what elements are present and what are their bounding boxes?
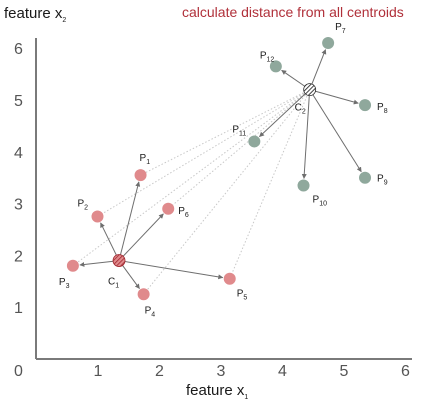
x-tick-2: 2 [155, 363, 164, 380]
point-P3 [66, 259, 79, 272]
y-tick-4: 4 [14, 145, 23, 162]
label-P1: P1 [140, 153, 151, 166]
label-P2: P2 [78, 199, 89, 212]
x-tick-5: 5 [340, 363, 349, 380]
point-P10 [297, 179, 310, 192]
arrow-C2-P10 [301, 89, 311, 179]
arrow-C1-P6 [118, 213, 164, 261]
arrow-C1-P2 [100, 222, 120, 261]
point-P8 [359, 99, 372, 112]
assignment-arrows [79, 49, 362, 290]
label-P10: P10 [313, 194, 328, 207]
point-P12 [269, 60, 282, 73]
arrow-C2-P8 [309, 89, 359, 105]
y-tick-1: 1 [14, 300, 23, 317]
centroid-C2 [303, 83, 317, 97]
label-P4: P4 [145, 305, 156, 318]
distance-lines-to-c2 [72, 89, 311, 295]
arrow-C1-P5 [118, 260, 224, 280]
label-P11: P11 [232, 124, 246, 137]
y-tick-5: 5 [14, 93, 23, 110]
distance-line-C2-P2 [97, 89, 310, 217]
distance-line-C2-P4 [143, 89, 311, 295]
data-points [66, 37, 372, 301]
distance-line-C2-P6 [167, 89, 310, 210]
arrow-C1-P1 [118, 181, 141, 261]
point-P6 [162, 202, 175, 215]
label-C1: C1 [108, 277, 119, 290]
x-tick-4: 4 [278, 363, 287, 380]
centroids [112, 83, 317, 267]
arrow-C2-P9 [309, 89, 362, 173]
label-P7: P7 [335, 22, 346, 35]
centroid-C1 [112, 254, 126, 267]
x-tick-0: 0 [14, 363, 23, 380]
caption: calculate distance from all centroids [182, 4, 404, 20]
label-P9: P9 [377, 174, 388, 187]
y-axis-title: feature x2 [4, 5, 66, 24]
x-tick-3: 3 [217, 363, 226, 380]
distance-line-C2-P3 [72, 89, 310, 267]
point-P1 [134, 169, 147, 182]
label-C2: C2 [295, 103, 306, 116]
arrow-C2-P7 [309, 49, 327, 90]
point-P5 [223, 272, 236, 285]
point-P7 [322, 37, 335, 50]
y-tick-6: 6 [14, 41, 23, 58]
y-tick-labels: 1 2 3 4 5 6 [14, 41, 23, 317]
x-tick-labels: 0 1 2 3 4 5 6 [14, 363, 410, 380]
point-P2 [91, 210, 104, 223]
label-P8: P8 [377, 102, 388, 115]
label-P3: P3 [59, 277, 70, 290]
x-tick-1: 1 [94, 363, 103, 380]
label-P5: P5 [237, 289, 248, 302]
point-P11 [248, 135, 261, 148]
arrow-C2-P11 [259, 89, 311, 138]
distance-line-C2-P5 [229, 89, 311, 279]
point-P9 [359, 171, 372, 184]
arrow-C1-P3 [79, 260, 120, 267]
label-P12: P12 [260, 50, 275, 63]
y-tick-2: 2 [14, 248, 23, 265]
point-P4 [137, 288, 150, 301]
y-tick-3: 3 [14, 197, 23, 214]
x-tick-6: 6 [401, 363, 410, 380]
distance-line-C2-P1 [140, 89, 310, 176]
x-axis-title: feature x1 [186, 382, 248, 401]
point-labels: P1 P2 P3 P4 P5 P6 P7 P8 P9 P10 P11 P12 C1 C2 [59, 22, 388, 318]
label-P6: P6 [178, 206, 189, 219]
